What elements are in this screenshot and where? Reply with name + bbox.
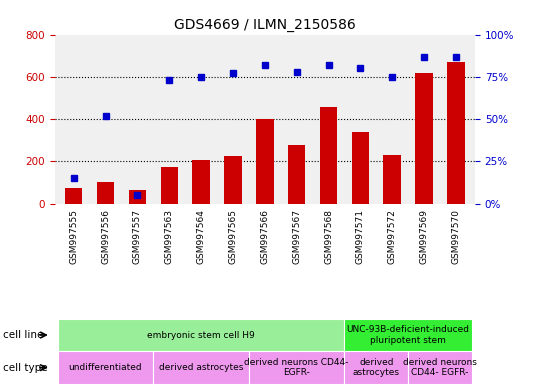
Text: GSM997570: GSM997570 (452, 209, 460, 264)
Bar (192, 160, 210, 204)
Bar (65, 188, 82, 204)
Text: derived astrocytes: derived astrocytes (159, 363, 244, 372)
Bar (288, 146, 305, 204)
Text: GSM997557: GSM997557 (133, 209, 142, 264)
Text: GSM997555: GSM997555 (69, 209, 78, 264)
Text: GSM997563: GSM997563 (165, 209, 174, 264)
Text: GSM997568: GSM997568 (324, 209, 333, 264)
Title: GDS4669 / ILMN_2150586: GDS4669 / ILMN_2150586 (174, 18, 355, 32)
Bar (58, 351, 153, 384)
Text: UNC-93B-deficient-induced
pluripotent stem: UNC-93B-deficient-induced pluripotent st… (347, 325, 470, 345)
Bar (320, 108, 337, 204)
Bar (408, 351, 472, 384)
Bar (345, 351, 408, 384)
Text: GSM997564: GSM997564 (197, 209, 206, 264)
Text: GSM997566: GSM997566 (260, 209, 269, 264)
Bar (383, 155, 401, 204)
Bar (249, 351, 345, 384)
Text: GSM997569: GSM997569 (419, 209, 429, 264)
Bar (224, 156, 242, 204)
Bar (153, 351, 249, 384)
Bar (161, 167, 178, 204)
Text: derived neurons
CD44- EGFR-: derived neurons CD44- EGFR- (403, 358, 477, 377)
Text: cell type: cell type (3, 362, 48, 373)
Bar (416, 73, 433, 204)
Bar (345, 319, 472, 351)
Text: GSM997565: GSM997565 (228, 209, 238, 264)
Text: GSM997556: GSM997556 (101, 209, 110, 264)
Text: undifferentiated: undifferentiated (69, 363, 143, 372)
Text: GSM997571: GSM997571 (356, 209, 365, 264)
Text: GSM997567: GSM997567 (292, 209, 301, 264)
Bar (58, 319, 345, 351)
Bar (352, 132, 369, 204)
Bar (129, 190, 146, 204)
Text: embryonic stem cell H9: embryonic stem cell H9 (147, 331, 255, 339)
Text: derived neurons CD44-
EGFR-: derived neurons CD44- EGFR- (245, 358, 349, 377)
Bar (256, 119, 274, 204)
Text: GSM997572: GSM997572 (388, 209, 397, 264)
Bar (97, 182, 114, 204)
Text: cell line: cell line (3, 330, 43, 340)
Bar (447, 62, 465, 204)
Text: derived
astrocytes: derived astrocytes (353, 358, 400, 377)
